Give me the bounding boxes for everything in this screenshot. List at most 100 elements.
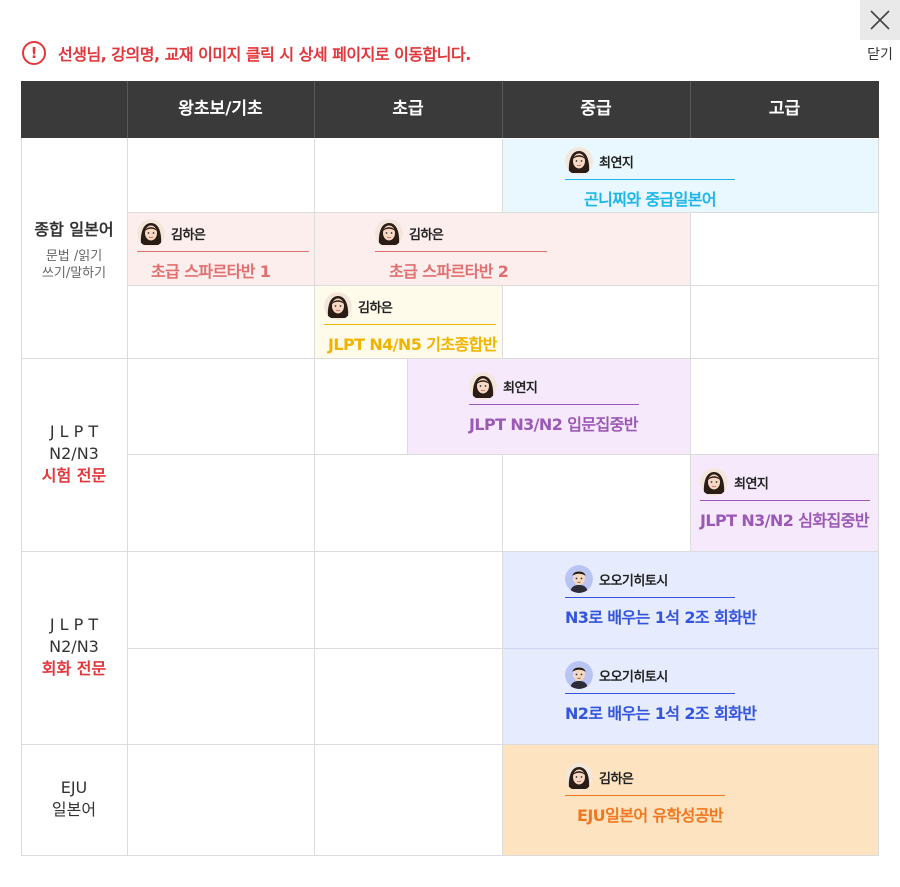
course-card[interactable]: 오오기히토시 N2로 배우는 1석 2조 회화반	[565, 659, 757, 724]
border	[21, 855, 879, 856]
row-divider	[127, 285, 879, 286]
col-divider	[502, 285, 503, 358]
teacher-name[interactable]: 김하은	[409, 227, 444, 243]
row-title: 일본어	[51, 800, 97, 819]
row-title: EJU	[60, 778, 88, 797]
teacher-name[interactable]: 최연지	[734, 476, 769, 492]
col-divider	[314, 358, 315, 454]
course-card[interactable]: 김하은 초급 스파르타반 2	[375, 217, 547, 282]
header-divider	[314, 81, 315, 138]
row-subtitle: 쓰기/말하기	[41, 266, 107, 281]
teacher-name[interactable]: 오오기히토시	[599, 573, 668, 589]
col-divider	[502, 551, 503, 856]
course-title[interactable]: JLPT N3/N2 입문집중반	[469, 415, 638, 434]
row-title-emphasis: 회화 전문	[41, 659, 107, 678]
teacher-photo[interactable]	[137, 219, 165, 247]
col-divider	[314, 212, 315, 358]
teacher-underline	[565, 597, 735, 598]
course-card[interactable]: 김하은 JLPT N4/N5 기초종합반	[324, 290, 497, 355]
row-title: N2/N3	[49, 444, 99, 463]
teacher-name[interactable]: 김하은	[358, 300, 393, 316]
header-beginner: 왕초보/기초	[178, 99, 263, 119]
course-title[interactable]: 초급 스파르타반 1	[151, 262, 271, 281]
course-card[interactable]: 김하은 초급 스파르타반 1	[137, 217, 309, 282]
course-bg	[502, 744, 879, 855]
teacher-underline	[700, 500, 870, 501]
teacher-photo[interactable]	[700, 468, 728, 496]
teacher-photo[interactable]	[565, 763, 593, 791]
col-divider	[314, 454, 315, 551]
row-subtitle: 문법 /읽기	[45, 249, 103, 264]
row-divider	[502, 648, 879, 649]
course-card[interactable]: 오오기히토시 N3로 배우는 1석 2조 회화반	[565, 563, 757, 628]
teacher-name[interactable]: 오오기히토시	[599, 669, 668, 685]
course-bg	[407, 358, 690, 454]
teacher-underline	[137, 251, 309, 252]
course-title[interactable]: N2로 배우는 1석 2조 회화반	[565, 704, 757, 723]
teacher-photo[interactable]	[565, 147, 593, 175]
col-divider	[407, 358, 408, 454]
teacher-underline	[375, 251, 547, 252]
course-card[interactable]: 최연지 JLPT N3/N2 입문집중반	[469, 370, 639, 435]
course-bg	[690, 454, 879, 551]
teacher-underline	[565, 693, 735, 694]
header-intermediate: 중급	[580, 99, 612, 119]
teacher-name[interactable]: 김하은	[599, 771, 634, 787]
teacher-photo[interactable]	[375, 219, 403, 247]
header-advanced: 고급	[768, 99, 801, 119]
row-label-eju: EJU 일본어	[21, 777, 127, 821]
course-title[interactable]: 곤니찌와 중급일본어	[583, 190, 717, 209]
notice-text: 선생님, 강의명, 교재 이미지 클릭 시 상세 페이지로 이동합니다.	[58, 45, 471, 64]
course-title[interactable]: EJU일본어 유학성공반	[577, 806, 724, 825]
exclamation-circle-icon: !	[22, 41, 46, 65]
row-title: 종합 일본어	[34, 220, 114, 239]
course-title[interactable]: JLPT N3/N2 심화집중반	[700, 511, 869, 530]
close-label[interactable]: 닫기	[867, 47, 893, 63]
teacher-name[interactable]: 김하은	[171, 227, 206, 243]
col-divider	[502, 139, 503, 212]
teacher-name[interactable]: 최연지	[599, 155, 634, 171]
border	[127, 138, 128, 856]
col-divider	[314, 139, 315, 212]
teacher-underline	[324, 324, 496, 325]
header-divider	[127, 81, 128, 138]
teacher-underline	[565, 179, 735, 180]
course-title[interactable]: N3로 배우는 1석 2조 회화반	[565, 608, 757, 627]
course-bg	[127, 212, 690, 285]
teacher-photo[interactable]	[469, 372, 497, 400]
teacher-underline	[469, 404, 639, 405]
col-divider	[690, 212, 691, 358]
table-header	[21, 81, 879, 138]
course-card[interactable]: 김하은 EJU일본어 유학성공반	[565, 761, 725, 826]
header-divider	[690, 81, 691, 138]
teacher-photo[interactable]	[565, 565, 593, 593]
border	[21, 138, 22, 856]
header-elementary: 초급	[392, 99, 424, 119]
section-divider	[21, 358, 879, 359]
teacher-name[interactable]: 최연지	[503, 380, 538, 396]
border	[878, 138, 879, 856]
row-label-jlpt-conversation: J L P T N2/N3 회화 전문	[21, 614, 127, 680]
course-bg	[502, 139, 879, 212]
row-title: J L P T	[49, 422, 99, 441]
col-divider	[502, 454, 503, 551]
section-divider	[21, 551, 879, 552]
col-divider	[314, 551, 315, 856]
course-title[interactable]: JLPT N4/N5 기초종합반	[328, 335, 497, 354]
header-divider	[502, 81, 503, 138]
notice: ! 선생님, 강의명, 교재 이미지 클릭 시 상세 페이지로 이동합니다.	[22, 41, 471, 65]
close-button[interactable]	[860, 0, 900, 40]
row-title-emphasis: 시험 전문	[41, 466, 107, 485]
row-divider	[127, 212, 879, 213]
teacher-underline	[565, 795, 725, 796]
teacher-photo[interactable]	[565, 661, 593, 689]
course-card[interactable]: 최연지 곤니찌와 중급일본어	[565, 145, 735, 210]
course-card[interactable]: 최연지 JLPT N3/N2 심화집중반	[700, 466, 870, 531]
teacher-photo[interactable]	[324, 292, 352, 320]
course-title[interactable]: 초급 스파르타반 2	[389, 262, 509, 281]
row-title: N2/N3	[49, 637, 99, 656]
section-divider	[21, 744, 879, 745]
col-divider	[690, 358, 691, 551]
close-icon	[870, 10, 890, 30]
